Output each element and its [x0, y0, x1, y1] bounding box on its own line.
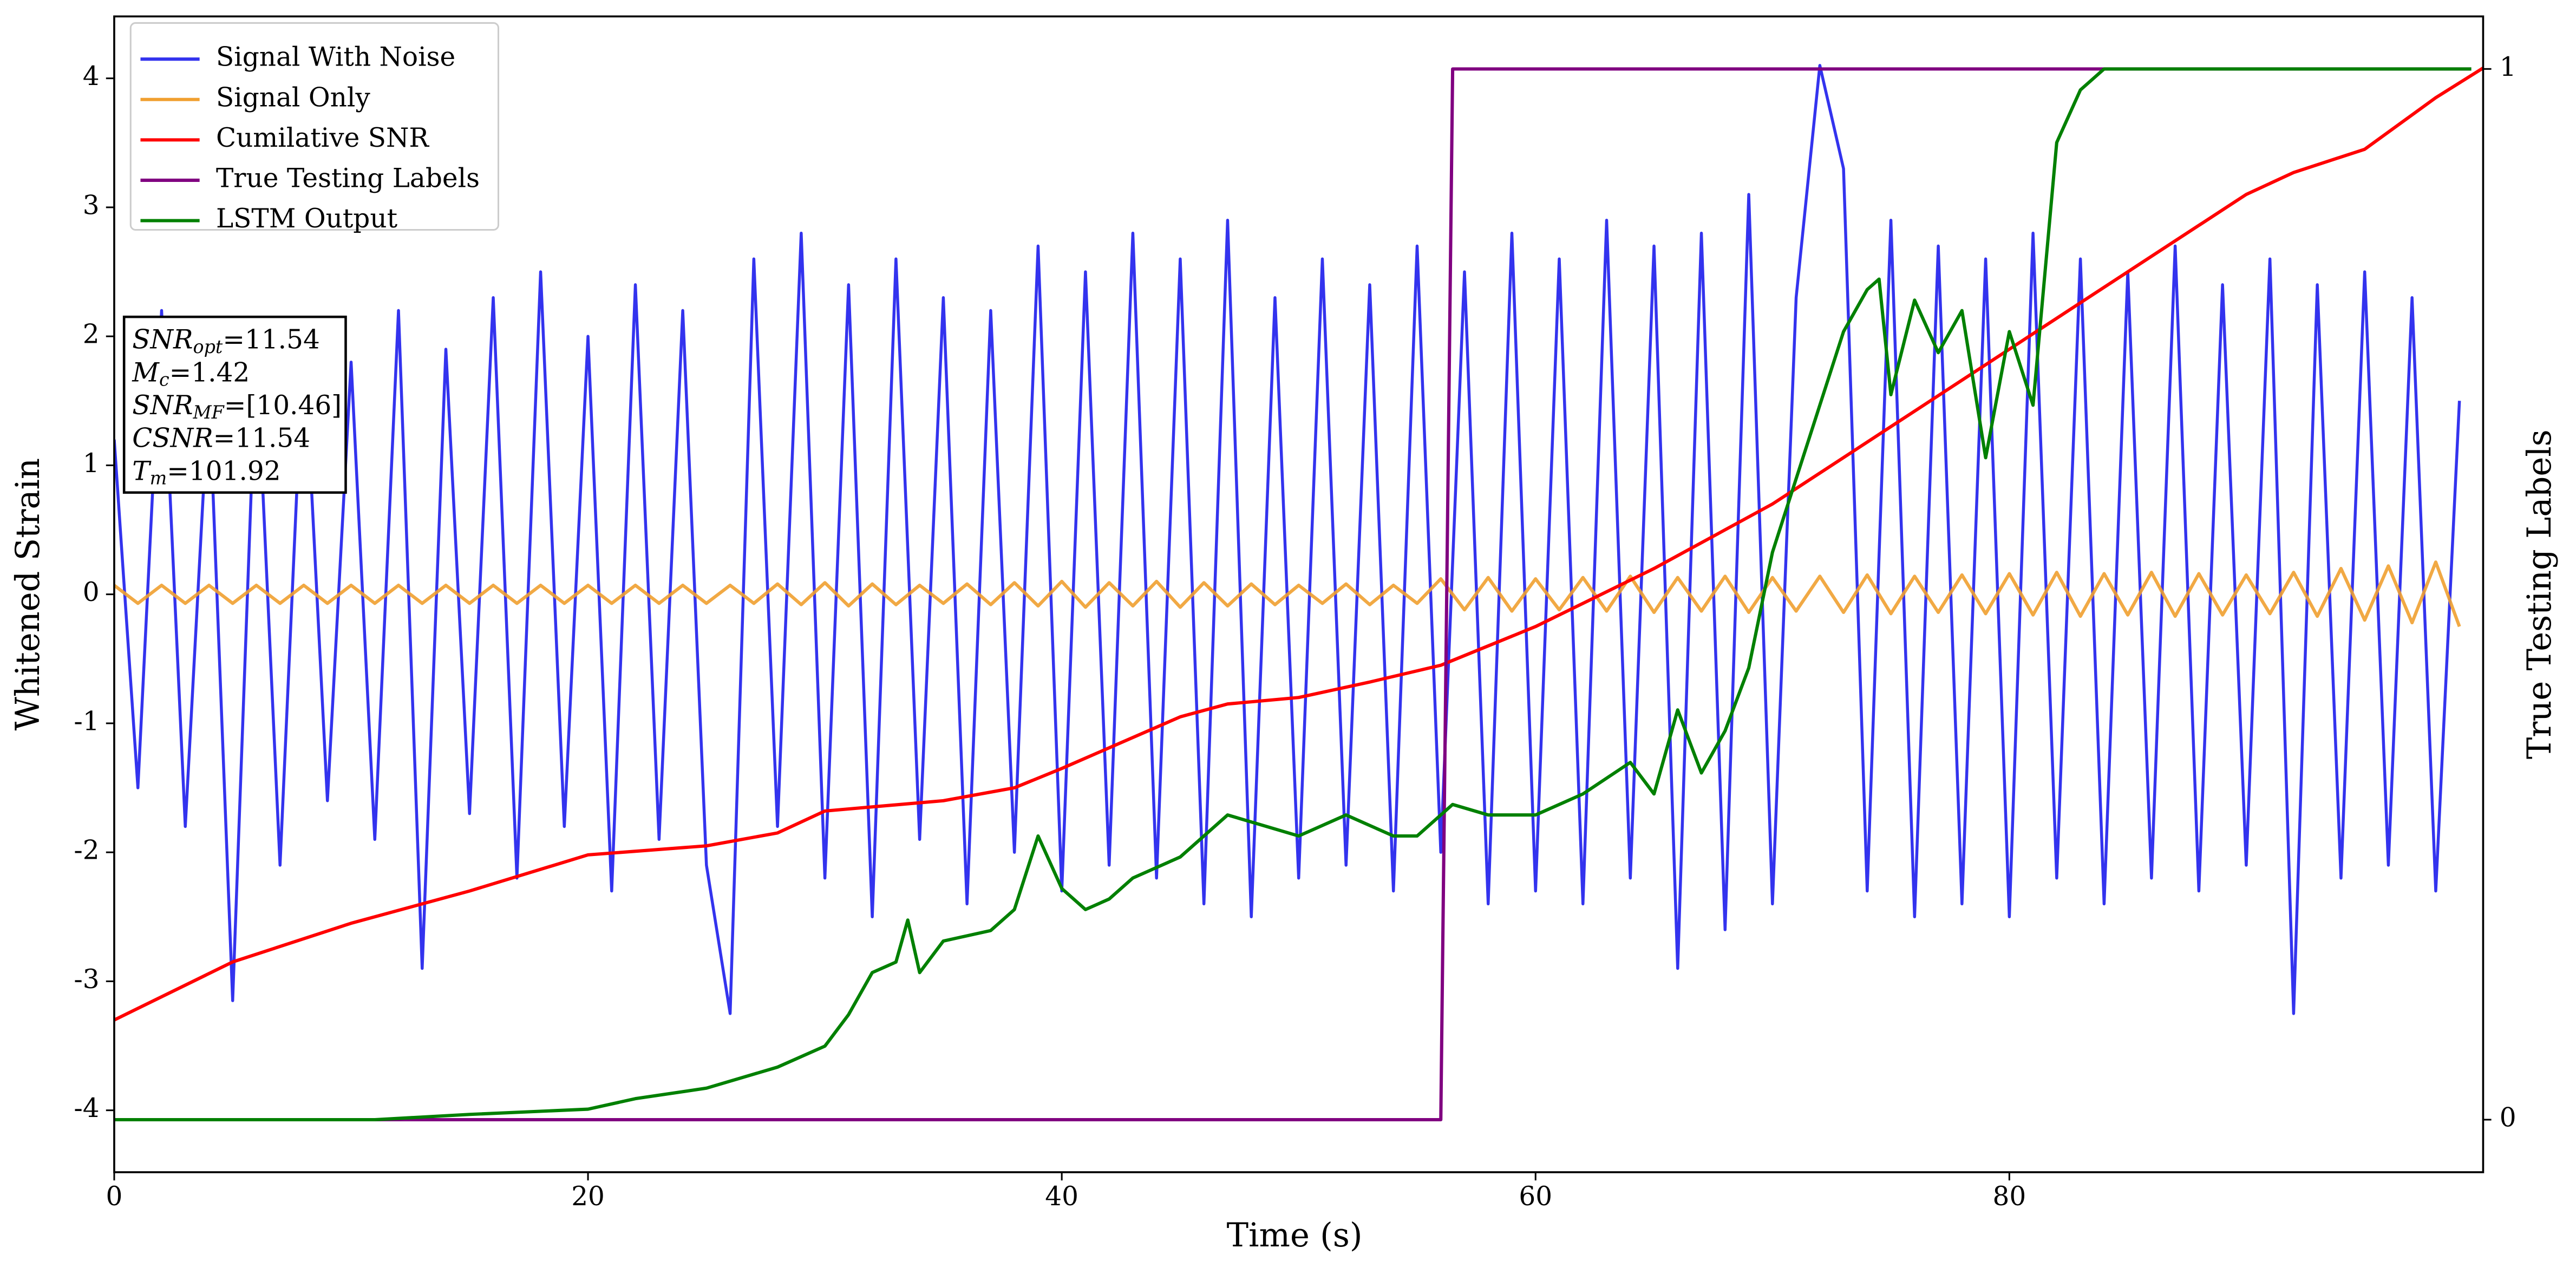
series-line — [114, 560, 2461, 628]
legend-box — [129, 22, 500, 231]
y-tick-label: -2 — [74, 835, 99, 866]
annotation: SNRopt=11.54 — [132, 324, 320, 357]
annotation-rest: =[10.46] — [224, 390, 342, 420]
annotation: CSNR=11.54 — [132, 423, 310, 453]
y-tick-label: -4 — [74, 1093, 99, 1123]
legend-label: True Testing Labels — [216, 163, 480, 193]
y2-axis-label: True Testing Labels — [2521, 429, 2559, 759]
y-axis-label: Whitened Strain — [9, 458, 47, 730]
annotation-main: CSNR — [132, 423, 213, 453]
y-tick-label: -1 — [74, 706, 99, 736]
series-line — [114, 64, 2461, 1015]
annotation-sub: opt — [193, 336, 223, 357]
series-line — [114, 67, 2472, 1122]
annotation-main: SNR — [132, 390, 193, 420]
x-tick-label: 60 — [1519, 1181, 1552, 1212]
x-axis-label: Time (s) — [1227, 1217, 1363, 1255]
annotation-rest: =11.54 — [213, 423, 310, 453]
y-tick-label: -3 — [74, 964, 99, 995]
legend-label: Cumilative SNR — [216, 123, 429, 153]
y-tick-label: 2 — [83, 319, 100, 350]
plot-area — [114, 64, 2483, 1122]
legend-label: Signal Only — [216, 82, 370, 113]
x-tick-label: 40 — [1045, 1181, 1078, 1212]
annotation-rest: =1.42 — [169, 357, 250, 388]
y2-tick-label: 0 — [2500, 1102, 2516, 1133]
annotation-sub: c — [159, 369, 169, 390]
y-tick-label: 4 — [83, 61, 100, 92]
annotation-sub: MF — [193, 402, 225, 423]
annotation-main: SNR — [132, 324, 193, 355]
x-tick-label: 80 — [1992, 1181, 2026, 1212]
annotation-sub: m — [150, 467, 167, 488]
y-tick-label: 0 — [83, 577, 100, 607]
annotation-rest: =11.54 — [223, 324, 319, 355]
series-line — [114, 67, 2472, 1122]
x-tick-label: 0 — [106, 1181, 123, 1212]
y-tick-label: 3 — [83, 190, 100, 220]
legend-label: Signal With Noise — [216, 42, 455, 73]
annotation: SNRMF=[10.46] — [132, 390, 342, 423]
annotation-main: T — [132, 456, 152, 486]
annotation: Tm=101.92 — [132, 456, 280, 489]
x-tick-label: 20 — [571, 1181, 605, 1212]
annotation-box — [122, 315, 347, 494]
y2-tick-label: 1 — [2500, 52, 2516, 82]
annotation-main: M — [132, 357, 160, 388]
annotation-rest: =101.92 — [167, 456, 280, 486]
legend-label: LSTM Output — [216, 204, 398, 234]
annotation: Mc=1.42 — [132, 357, 250, 390]
y-tick-label: 1 — [83, 448, 100, 479]
series-line — [114, 67, 2483, 1022]
